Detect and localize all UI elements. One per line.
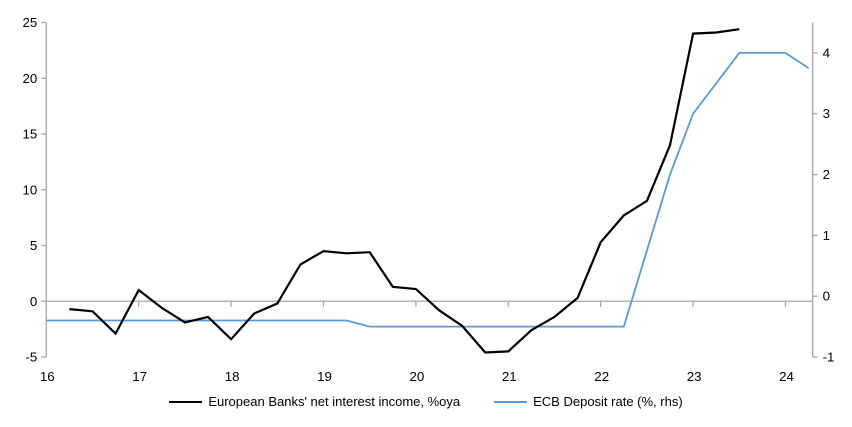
ecb-line-sample [494, 401, 528, 403]
x-axis-tick-label: 21 [502, 369, 517, 384]
x-axis-tick-label: 23 [687, 369, 702, 384]
x-axis-tick-label: 16 [40, 369, 55, 384]
left-axis-tick-label: 5 [30, 238, 37, 253]
series-line-1 [46, 52, 810, 328]
left-axis-tick-label: 10 [23, 182, 38, 197]
x-axis-tick-label: 18 [225, 369, 240, 384]
legend-label-nii: European Banks' net interest income, %oy… [208, 394, 461, 409]
x-axis-tick-label: 17 [132, 369, 147, 384]
x-axis-tick-label: 20 [410, 369, 425, 384]
right-axis-tick-label: 4 [823, 45, 830, 60]
right-axis-tick-label: 0 [823, 289, 830, 304]
right-axis-tick-label: -1 [823, 350, 835, 365]
left-axis-tick-label: 15 [23, 127, 38, 142]
legend-label-ecb: ECB Deposit rate (%, rhs) [533, 394, 683, 409]
legend-item-nii: European Banks' net interest income, %oy… [169, 394, 460, 410]
right-axis-tick-label: 2 [823, 167, 830, 182]
x-axis-tick-label: 24 [779, 369, 794, 384]
right-axis-tick-label: 1 [823, 228, 830, 243]
nii-line-sample [169, 401, 203, 403]
chart-legend: European Banks' net interest income, %oy… [0, 394, 852, 410]
left-axis-tick-label: 25 [23, 15, 38, 30]
left-axis-tick-label: 0 [30, 294, 37, 309]
x-axis-tick-label: 22 [594, 369, 609, 384]
x-axis-tick-label: 19 [317, 369, 332, 384]
legend-item-ecb: ECB Deposit rate (%, rhs) [494, 394, 683, 410]
left-axis-tick-label: 20 [23, 71, 38, 86]
right-axis-tick-label: 3 [823, 106, 830, 121]
series-line-0 [69, 28, 740, 354]
left-axis-tick-label: -5 [25, 350, 37, 365]
